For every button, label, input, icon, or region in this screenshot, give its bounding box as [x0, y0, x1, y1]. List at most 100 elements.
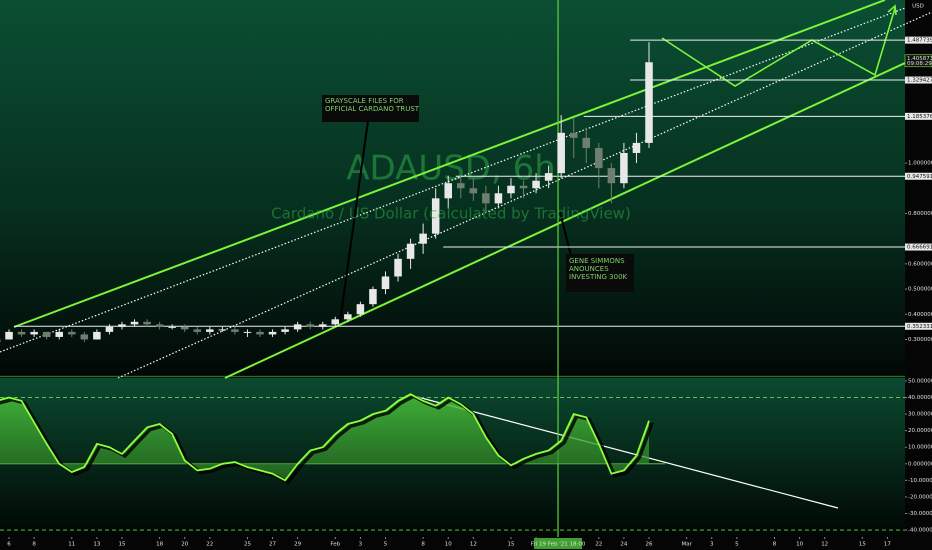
y-tick-label: 0.30000000	[908, 337, 932, 343]
price-level-tag	[905, 76, 932, 84]
x-tick-label: 18	[156, 542, 163, 548]
y-tick-label: 0.40000000	[908, 312, 932, 318]
x-tick-label: 26	[646, 542, 653, 548]
price-level-label: 0.66669173	[907, 245, 932, 251]
price-level-label: 0.94759194	[907, 174, 932, 180]
x-tick-label: 8	[421, 542, 425, 548]
y-tick-label: 0.50000000	[908, 287, 932, 293]
annotation-text: INVESTING 300K	[569, 273, 628, 281]
candle-body	[168, 326, 176, 328]
candle-body	[532, 180, 540, 189]
price-level-tag	[905, 36, 932, 44]
candle-body	[155, 324, 164, 327]
osc-y-tick-label: -30.00000000	[908, 511, 932, 517]
annotation-box	[566, 254, 634, 292]
candle-body	[17, 331, 26, 335]
annotation-text: ANOUNCES	[569, 265, 609, 273]
osc-y-tick-label: 30.00000000	[908, 412, 932, 418]
y-tick-label: 1.00000000	[908, 161, 932, 167]
x-tick-label: 12	[470, 542, 477, 548]
price-level-tag	[905, 322, 932, 330]
x-tick-label: 11	[68, 542, 75, 548]
price-axis	[905, 0, 932, 550]
projection-arrow	[887, 4, 897, 16]
candle-body	[419, 233, 427, 244]
price-level-tag	[905, 243, 932, 251]
candle-body	[30, 331, 38, 335]
candle-body	[494, 193, 503, 204]
osc-y-tick-label: -40.00000000	[908, 528, 932, 534]
annotation-text: GENE SIMMONS	[569, 257, 625, 265]
candle-body	[519, 185, 528, 189]
candle-body	[231, 329, 239, 332]
candle-body	[582, 137, 591, 148]
candle-body	[507, 185, 515, 194]
candle-body	[306, 324, 314, 327]
candle-body	[344, 314, 352, 320]
candle-body	[645, 62, 653, 143]
currency-label: USD	[912, 4, 924, 10]
x-tick-label: Feb	[330, 542, 340, 548]
candle-body	[118, 324, 126, 327]
price-level-label: 1.48773985	[907, 38, 932, 44]
candle-body	[369, 289, 377, 305]
candle-body	[180, 326, 189, 330]
candle-body	[457, 183, 465, 189]
candle-body	[544, 173, 553, 181]
candle-body	[68, 331, 76, 335]
osc-y-tick-label: 0.00000000	[908, 461, 932, 467]
candle-body	[394, 258, 402, 277]
annotation-pointer	[339, 120, 369, 323]
candle-body	[406, 243, 415, 259]
x-tick-label: 27	[269, 542, 276, 548]
candle-body	[243, 331, 252, 333]
candle-body	[42, 331, 51, 337]
x-tick-label: 13	[93, 542, 100, 548]
main-pane	[0, 0, 905, 375]
candle-body	[381, 276, 390, 290]
price-level-tag	[905, 112, 932, 120]
x-tick-label: 10	[796, 542, 803, 548]
candle-body	[218, 329, 227, 331]
price-level-label: 0.35233173	[907, 324, 932, 330]
candle-body	[620, 152, 628, 184]
candle-body	[607, 168, 616, 184]
x-tick-label: 24	[620, 542, 627, 548]
x-tick-label: 22	[206, 542, 213, 548]
x-tick-label: 20	[181, 542, 188, 548]
x-tick-label: 10	[445, 542, 452, 548]
price-level-label: 1.32942719	[907, 78, 932, 84]
price-level-tag	[905, 172, 932, 180]
x-tick-label: Mar	[681, 542, 692, 548]
crosshair-tag	[534, 538, 583, 549]
x-tick-label: 5	[735, 542, 739, 548]
x-tick-label: 15	[118, 542, 125, 548]
x-tick-label: 12	[821, 542, 828, 548]
x-tick-label: 5	[384, 542, 388, 548]
candle-body	[206, 329, 214, 332]
candle-body	[93, 331, 101, 340]
candle-body	[293, 324, 302, 330]
x-tick-label: 6	[7, 542, 11, 548]
x-tick-label: 3	[359, 542, 363, 548]
annotation-box	[322, 95, 419, 122]
candle-body	[193, 329, 202, 332]
candle-body	[256, 331, 264, 335]
channel-upper	[13, 0, 886, 328]
x-tick-label: 22	[595, 542, 602, 548]
watermark-description: Cardano / US Dollar (calculated by Tradi…	[271, 205, 631, 223]
osc-line-shadow	[0, 394, 654, 485]
candle-body	[143, 321, 151, 325]
osc-line	[0, 393, 650, 482]
candle-body	[281, 329, 289, 332]
candle-body	[331, 319, 340, 325]
candle-body	[268, 331, 277, 335]
countdown: 09:08:29	[907, 61, 932, 67]
candle-body	[557, 132, 565, 174]
x-tick-label: 17	[884, 542, 891, 548]
y-tick-label: 0.80000000	[908, 211, 932, 217]
candle-body	[569, 132, 578, 138]
osc-y-tick-label: 10.00000000	[908, 445, 932, 451]
candle-body	[105, 326, 114, 332]
last-price-tag	[904, 54, 932, 68]
